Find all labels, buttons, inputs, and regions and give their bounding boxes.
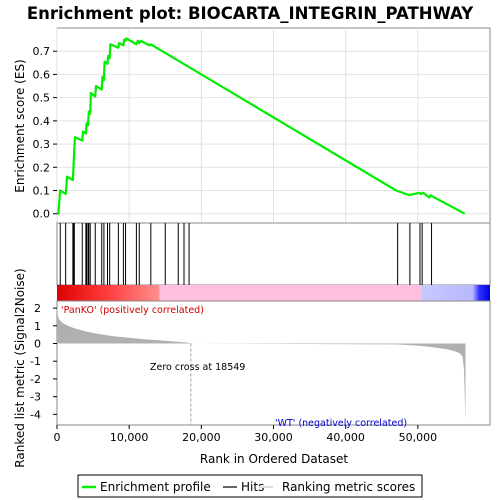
metric-y-tick-label: -4	[30, 408, 41, 421]
x-tick-label: 50,000	[399, 431, 438, 444]
legend-hits-label: Hits	[241, 480, 264, 494]
x-tick-label: 40,000	[326, 431, 365, 444]
es-y-tick-label: 0.0	[33, 208, 51, 221]
es-y-tick-label: 0.7	[33, 45, 51, 58]
x-tick-label: 0	[54, 431, 61, 444]
metric-panel-frame	[56, 300, 491, 426]
zero-cross-label: Zero cross at 18549	[150, 362, 245, 373]
es-y-tick-label: 0.4	[33, 115, 51, 128]
es-y-tick-label: 0.3	[33, 138, 51, 151]
metric-y-tick-label: 0	[34, 338, 41, 351]
x-axis-label: Rank in Ordered Dataset	[200, 452, 348, 466]
chart-title: Enrichment plot: BIOCARTA_INTEGRIN_PATHW…	[27, 4, 474, 23]
legend-box	[77, 474, 423, 498]
es-y-tick-label: 0.5	[33, 92, 51, 105]
hits-panel-frame	[56, 222, 491, 286]
ranking-heatmap-bar	[57, 285, 490, 301]
metric-y-tick-label: 1	[34, 320, 41, 333]
x-tick-label: 30,000	[254, 431, 293, 444]
metric-y-tick-label: -2	[30, 373, 41, 386]
negative-correlated-label: 'WT' (negatively correlated)	[275, 418, 407, 429]
metric-y-tick-label: -1	[30, 355, 41, 368]
x-axis-ticks: 0 10,000 20,000 30,000 40,000 50,000	[54, 425, 438, 444]
metric-y-tick-label: -3	[30, 391, 41, 404]
metric-y-tick-label: 2	[34, 302, 41, 315]
es-y-tick-label: 0.2	[33, 161, 51, 174]
enrichment-profile-line	[57, 37, 466, 215]
es-gridlines	[56, 28, 490, 223]
x-tick-label: 20,000	[182, 431, 221, 444]
metric-y-axis-label: Ranked list metric (Signal2Noise)	[13, 268, 27, 467]
positive-correlated-label: 'PanKO' (positively correlated)	[61, 305, 204, 316]
metric-y-ticks: 2 1 0 -1 -2 -3 -4	[30, 302, 57, 421]
x-tick-label: 10,000	[110, 431, 149, 444]
hits-markers	[59, 223, 433, 285]
es-y-axis-label: Enrichment score (ES)	[13, 59, 27, 192]
es-y-tick-label: 0.6	[33, 68, 51, 81]
legend-ranking-label: Ranking metric scores	[282, 480, 415, 494]
legend-enrichment-label: Enrichment profile	[100, 480, 211, 494]
es-y-ticks: 0.0 0.1 0.2 0.3 0.4 0.5 0.6 0.7	[33, 45, 57, 221]
es-y-tick-label: 0.1	[33, 185, 51, 198]
